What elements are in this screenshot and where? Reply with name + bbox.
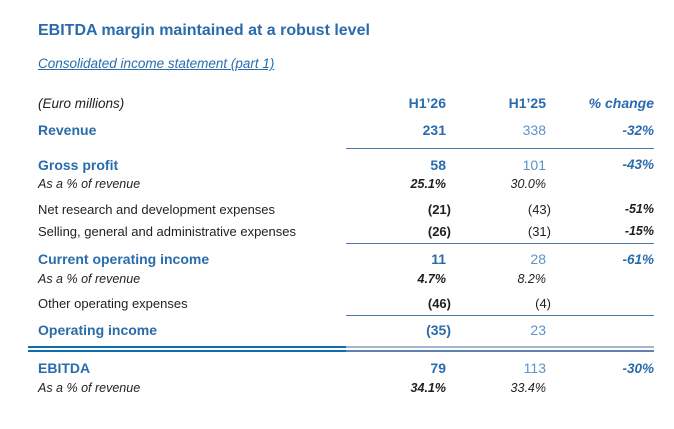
row-label: EBITDA [38,360,91,376]
value-change: -30% [622,360,654,376]
column-header-h126: H1’26 [408,95,446,111]
column-header-euro-millions: (Euro millions) [38,95,125,111]
value-h126: 4.7% [417,271,447,286]
row-label: Gross profit [38,156,119,173]
value-h125: (4) [535,295,551,311]
row-label: Other operating expenses [38,295,188,311]
row-net-rd-expenses: Net research and development expenses (2… [38,198,654,220]
column-header-percent-change: % change [588,95,654,111]
value-change: -15% [624,224,654,238]
value-h125: 101 [522,156,546,173]
divider-line [346,315,654,316]
row-current-operating-income: Current operating income 11 28 -61% [38,247,654,271]
income-statement-table: (Euro millions) H1’26 H1’25 % change Rev… [28,91,654,395]
double-divider-line [28,346,654,352]
value-h125: 30.0% [510,176,546,191]
value-change: -61% [622,251,654,267]
row-label: Current operating income [38,251,210,267]
value-h126: (21) [427,201,451,217]
value-h125: 33.4% [510,380,546,395]
slide: EBITDA margin maintained at a robust lev… [0,20,674,429]
row-revenue: Revenue 231 338 -32% [38,117,654,143]
row-label: As a % of revenue [38,176,141,191]
row-label: As a % of revenue [38,380,141,395]
value-h126: 58 [430,156,446,173]
column-header-h125: H1’25 [508,95,546,111]
value-h126: 79 [430,360,446,376]
subtitle: Consolidated income statement (part 1) [38,56,275,71]
row-ebitda: EBITDA 79 113 -30% [38,356,654,380]
value-h125: 113 [523,360,546,376]
value-h125: 23 [530,322,546,338]
value-h126: 11 [431,251,446,267]
row-operating-income: Operating income (35) 23 [38,318,654,342]
value-h126: (46) [427,295,451,311]
value-h125: (31) [527,223,551,239]
page-title: EBITDA margin maintained at a robust lev… [38,22,370,39]
value-change: -32% [622,122,654,138]
value-h125: 28 [530,251,546,267]
row-label: Operating income [38,322,158,338]
divider-line [346,148,654,149]
row-coi-margin-percent: As a % of revenue 4.7% 8.2% [38,271,654,286]
row-label: Revenue [38,122,97,138]
value-change: -43% [622,157,654,172]
row-label: Net research and development expenses [38,201,276,217]
divider-line [346,243,654,244]
row-label: As a % of revenue [38,271,141,286]
row-label: Selling, general and administrative expe… [38,223,296,239]
value-h126: (26) [427,223,451,239]
value-change: -51% [624,202,654,216]
table-header-row: (Euro millions) H1’26 H1’25 % change [38,91,654,115]
value-h126: 34.1% [410,380,446,395]
value-h125: 8.2% [517,271,547,286]
row-ebitda-margin-percent: As a % of revenue 34.1% 33.4% [38,380,654,395]
row-gross-profit: Gross profit 58 101 -43% [38,153,654,176]
row-other-operating-expenses: Other operating expenses (46) (4) [38,292,654,314]
value-h126: 25.1% [410,176,446,191]
row-gross-margin-percent: As a % of revenue 25.1% 30.0% [38,176,654,191]
value-h126: (35) [426,322,451,338]
row-sga-expenses: Selling, general and administrative expe… [38,220,654,242]
value-h125: (43) [527,201,551,217]
value-h126: 231 [422,122,446,138]
value-h125: 338 [522,122,546,138]
